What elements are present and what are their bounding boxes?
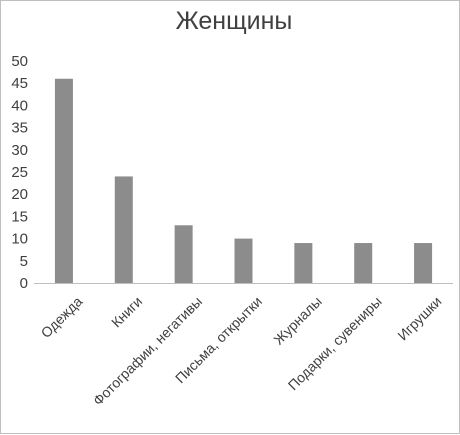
bar [114,176,133,283]
bar [54,78,73,283]
y-tick-label: 20 [11,186,28,203]
bar [234,238,253,283]
x-category-label: Одежда [38,293,86,341]
x-category-label: Книги [108,293,145,330]
y-axis-ticks: 0 5 10 15 20 25 30 35 40 45 50 [11,53,28,292]
y-tick-label: 30 [11,142,28,159]
y-tick-label: 25 [11,164,28,181]
bar [414,243,433,283]
y-tick-label: 45 [11,75,28,92]
bars [54,78,433,283]
y-tick-label: 50 [11,53,28,70]
y-tick-label: 35 [11,120,28,137]
chart-title: Женщины [176,7,293,35]
y-tick-label: 15 [11,208,28,225]
bar [354,243,373,283]
x-category-label: Игрушки [394,293,444,343]
y-tick-label: 10 [11,231,28,248]
y-tick-label: 40 [11,97,28,114]
y-tick-label: 5 [20,253,28,270]
x-category-label: Журналы [270,293,325,348]
y-tick-label: 0 [20,275,28,292]
bar [174,225,193,283]
bar [294,243,313,283]
x-category-label: Фотографии, негативы [90,293,205,408]
